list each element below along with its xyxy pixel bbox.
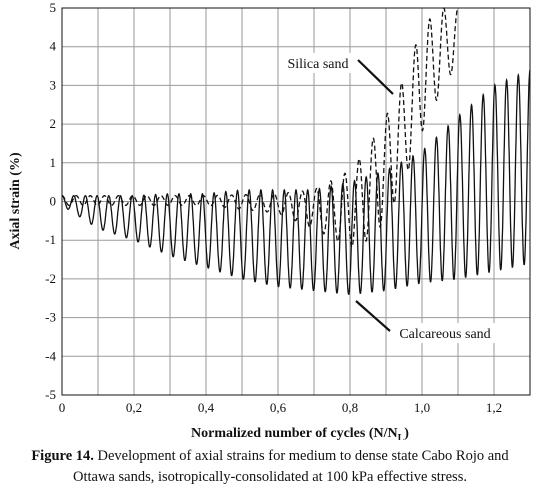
x-tick-label: 1,2 [486,400,502,415]
y-tick-label: 0 [50,194,57,209]
series-calcareous-line [61,69,531,296]
x-tick-label: 0,6 [270,400,287,415]
x-tick-label: 0,8 [342,400,358,415]
annotation-silica-text: Silica sand [287,57,348,72]
x-tick-label: 0,4 [198,400,215,415]
x-tick-label: 0,2 [126,400,142,415]
caption-line-1: Figure 14. Development of axial strains … [0,446,540,467]
annotation-calcareous-text: Calcareous sand [399,327,490,342]
y-axis-label: Axial strain (%) [8,152,23,250]
x-tick-labels: 0 0,2 0,4 0,6 0,8 1,0 1,2 [59,400,502,415]
y-tick-label: -5 [45,387,56,402]
caption-label: Figure 14. [31,448,94,464]
annotation-calcareous-pointer [355,300,391,332]
y-tick-label: -1 [45,232,56,247]
plot-frame [61,7,531,396]
annotation-silica-pointer [357,59,394,95]
x-axis-label-close: ) [404,426,409,440]
axial-strain-chart: -5 -4 -3 -2 -1 0 1 2 3 4 5 0 0,2 0,4 0,6 0,8 1,0 1,2 Axi… [8,0,531,440]
x-axis-label-main: Normalized number of cycles (N/N [191,426,398,440]
annotation-calcareous-bg [390,323,500,343]
x-tick-label: 0 [59,400,66,415]
x-tick-label: 1,0 [414,400,430,415]
caption-line-2: Ottawa sands, isotropically-consolidated… [73,469,467,485]
y-tick-label: 1 [50,155,57,170]
y-tick-label: 2 [50,116,57,131]
x-axis-label: Normalized number of cycles (N/NL) [191,426,409,440]
y-tick-label: 4 [50,39,57,54]
annotation-silica-bg [280,53,356,73]
y-tick-label: -2 [45,271,56,286]
y-tick-label: -4 [45,348,56,363]
caption-text-1: Development of axial strains for medium … [93,448,509,464]
annotation-silica: Silica sand [280,53,394,95]
series-silica-line [61,7,459,248]
y-tick-label: -3 [45,310,56,325]
y-tick-label: 5 [50,0,57,15]
y-tick-labels: -5 -4 -3 -2 -1 0 1 2 3 4 5 [45,0,56,402]
figure-caption: Figure 14. Development of axial strains … [0,446,540,488]
annotation-calcareous: Calcareous sand [355,300,500,343]
x-axis-label-sub: L [398,433,405,440]
series-lines [61,7,531,296]
y-tick-label: 3 [50,77,57,92]
